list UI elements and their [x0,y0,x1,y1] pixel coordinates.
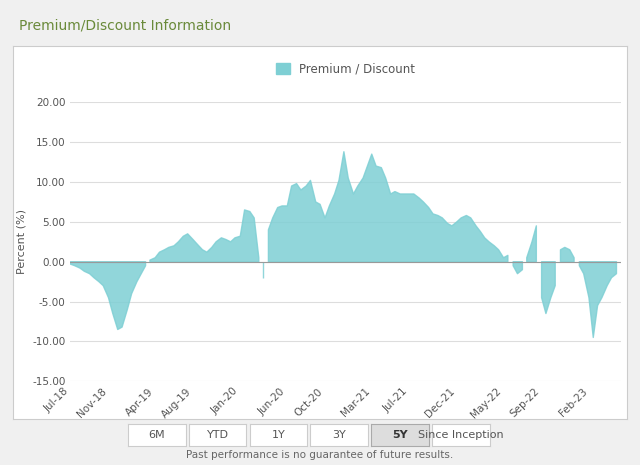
Y-axis label: Percent (%): Percent (%) [17,209,27,274]
Text: 3Y: 3Y [332,430,346,440]
Text: Since Inception: Since Inception [418,430,504,440]
Text: 1Y: 1Y [271,430,285,440]
Text: 5Y: 5Y [392,430,408,440]
Legend: Premium / Discount: Premium / Discount [271,58,420,80]
Text: Past performance is no guarantee of future results.: Past performance is no guarantee of futu… [186,450,454,460]
Text: Premium/Discount Information: Premium/Discount Information [19,19,231,33]
Text: 6M: 6M [148,430,165,440]
Text: YTD: YTD [207,430,228,440]
